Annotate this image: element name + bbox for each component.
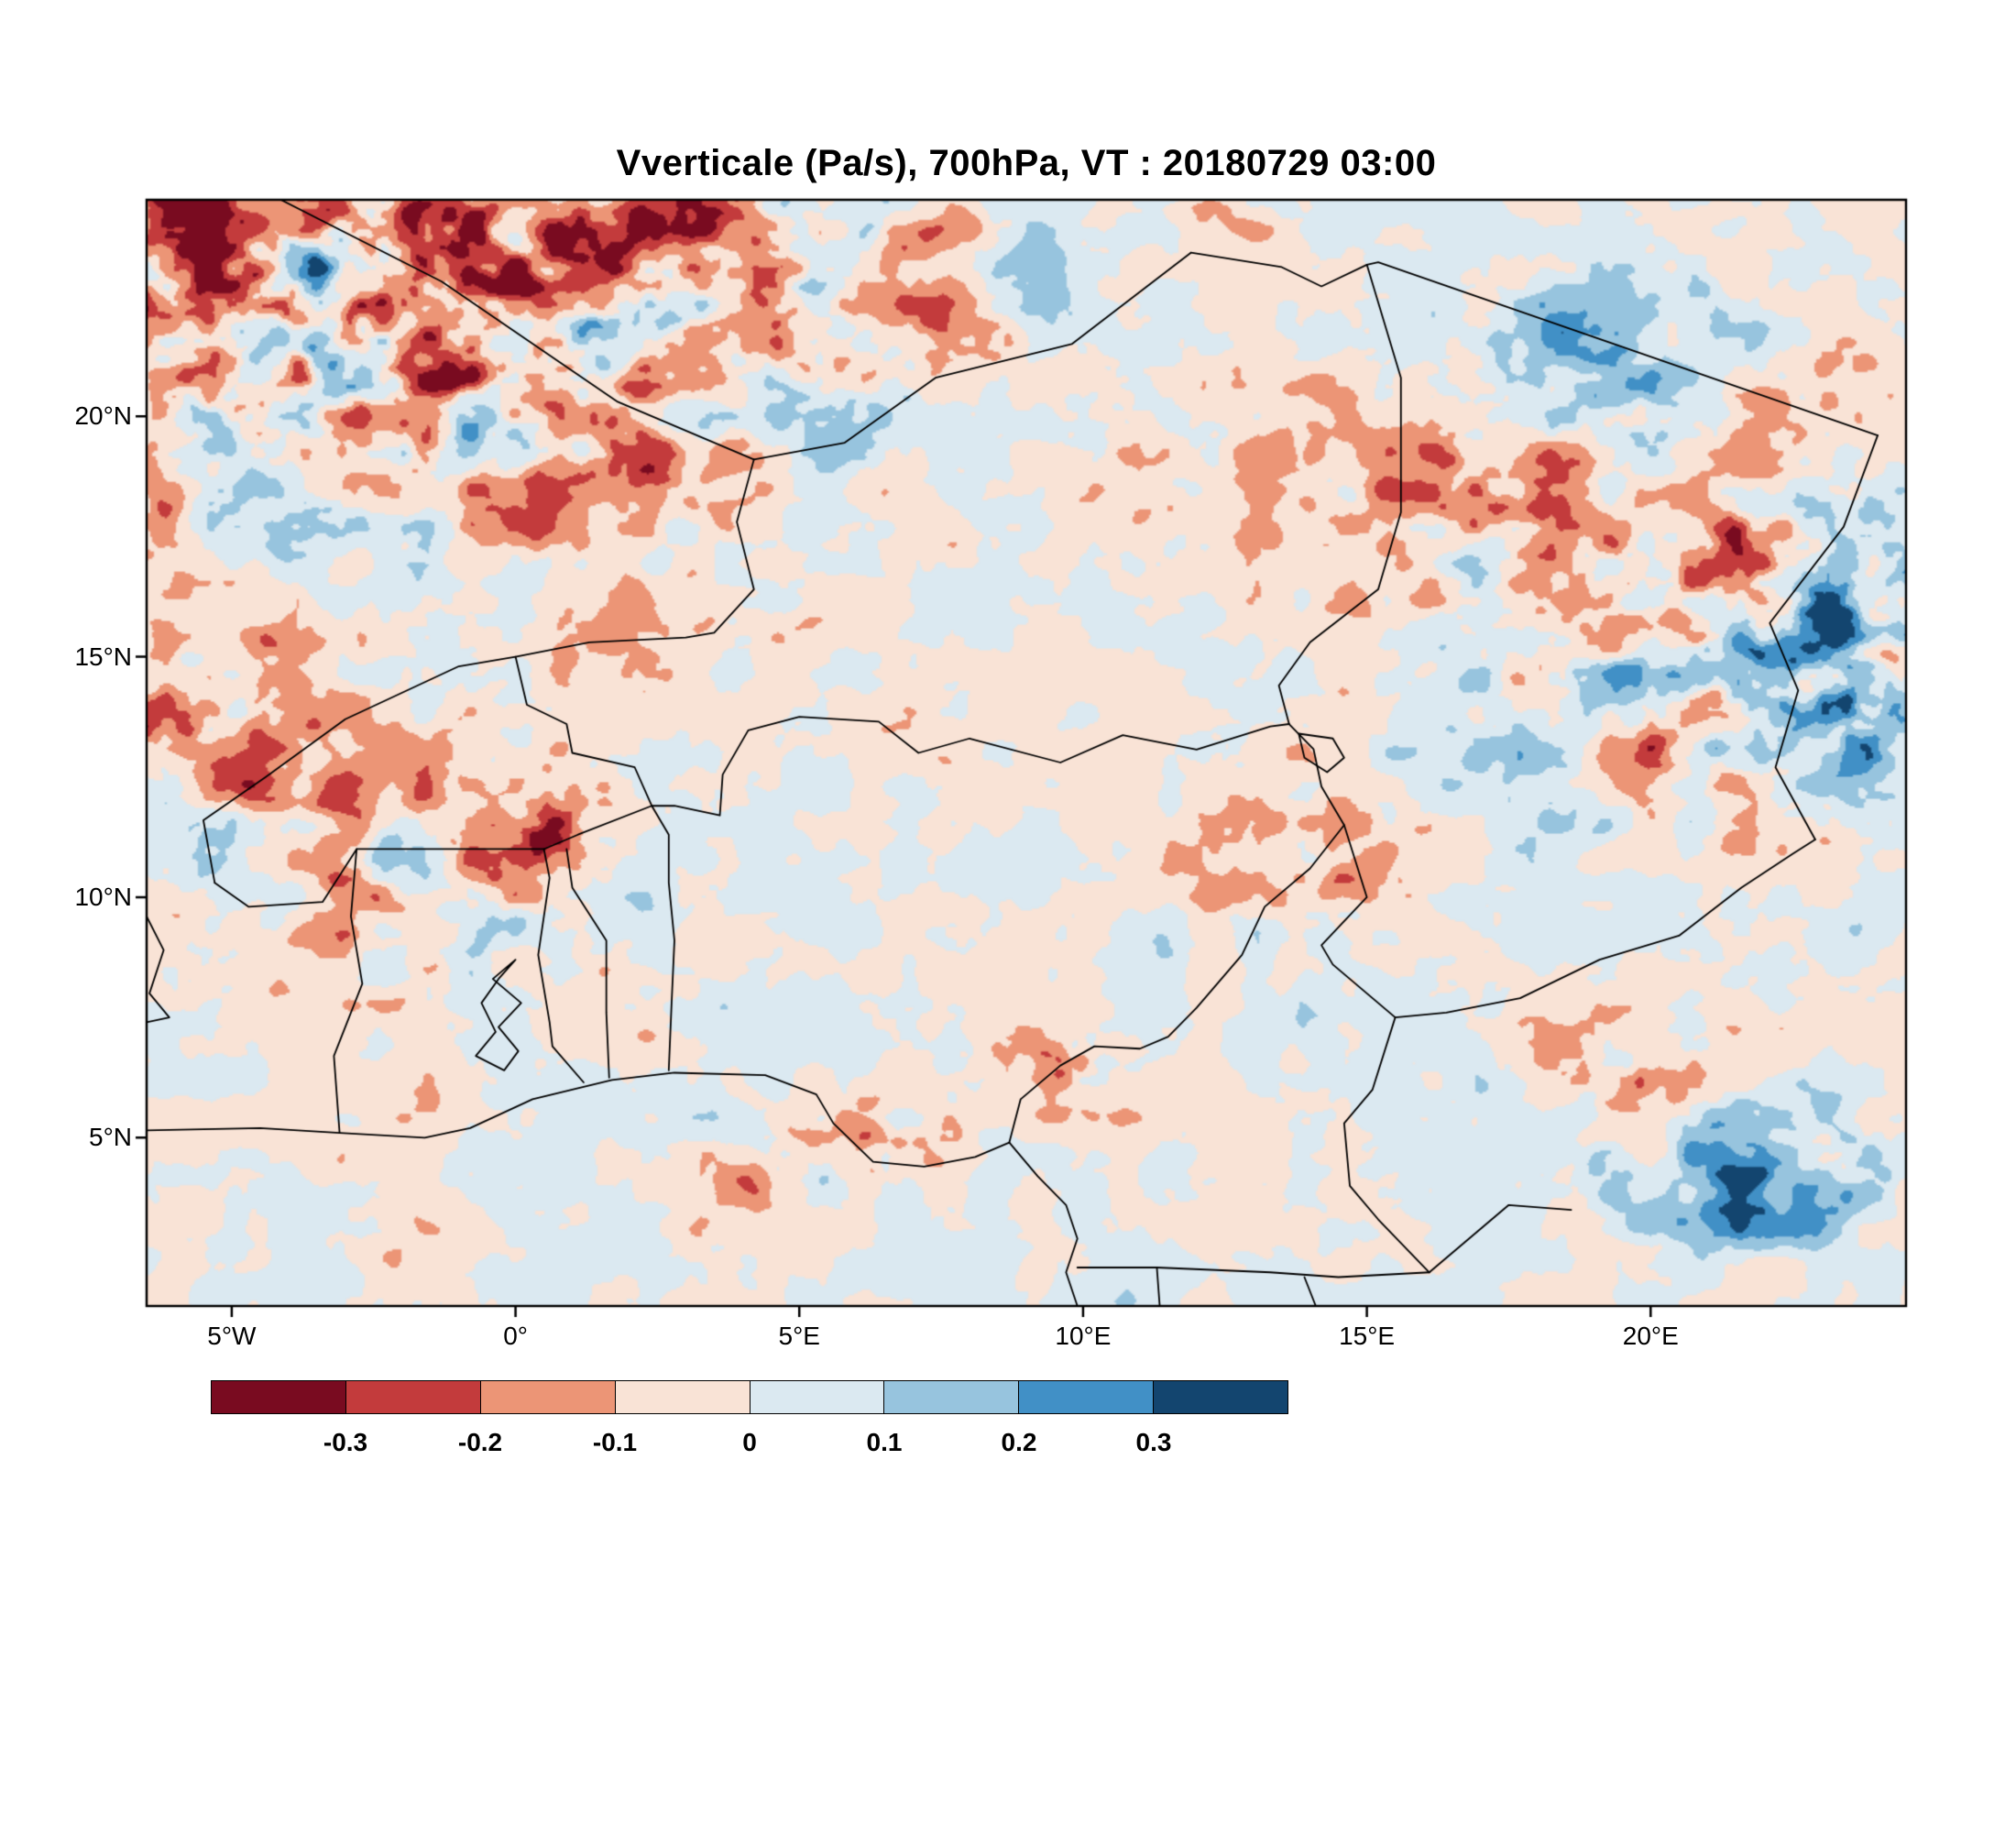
- x-tick-label: 20°E: [1622, 1322, 1679, 1350]
- colorbar-tick-label: 0.3: [1135, 1428, 1172, 1456]
- chart-title: Vverticale (Pa/s), 700hPa, VT : 20180729…: [616, 143, 1437, 183]
- y-tick-label: 20°N: [74, 401, 132, 431]
- colorbar-tick-label: -0.1: [592, 1428, 638, 1456]
- map-canvas: [128, 183, 1924, 1329]
- colorbar-tick-label: -0.3: [323, 1428, 368, 1456]
- x-tick-label: 0°: [503, 1322, 528, 1350]
- colorbar-segment: [614, 1380, 751, 1414]
- colorbar-tick-label: -0.2: [457, 1428, 503, 1456]
- colorbar-segment: [1153, 1380, 1288, 1414]
- colorbar-segment: [345, 1380, 481, 1414]
- x-tick-label: 15°E: [1339, 1322, 1396, 1350]
- colorbar-segment: [883, 1380, 1020, 1414]
- colorbar-segment: [479, 1380, 616, 1414]
- x-tick-label: 5°E: [778, 1322, 820, 1350]
- colorbar-tick-label: 0.2: [1001, 1428, 1037, 1456]
- colorbar-tick-label: 0.1: [866, 1428, 903, 1456]
- colorbar-segment: [1018, 1380, 1155, 1414]
- x-tick-label: 10°E: [1055, 1322, 1112, 1350]
- colorbar-tick-label: 0: [742, 1428, 757, 1456]
- y-tick-label: 15°N: [74, 642, 132, 671]
- x-tick-label: 5°W: [207, 1322, 257, 1350]
- colorbar-segment: [749, 1380, 885, 1414]
- colorbar: [211, 1380, 1288, 1414]
- y-tick-label: 5°N: [89, 1123, 132, 1152]
- y-tick-label: 10°N: [74, 882, 132, 911]
- colorbar-segment: [211, 1380, 346, 1414]
